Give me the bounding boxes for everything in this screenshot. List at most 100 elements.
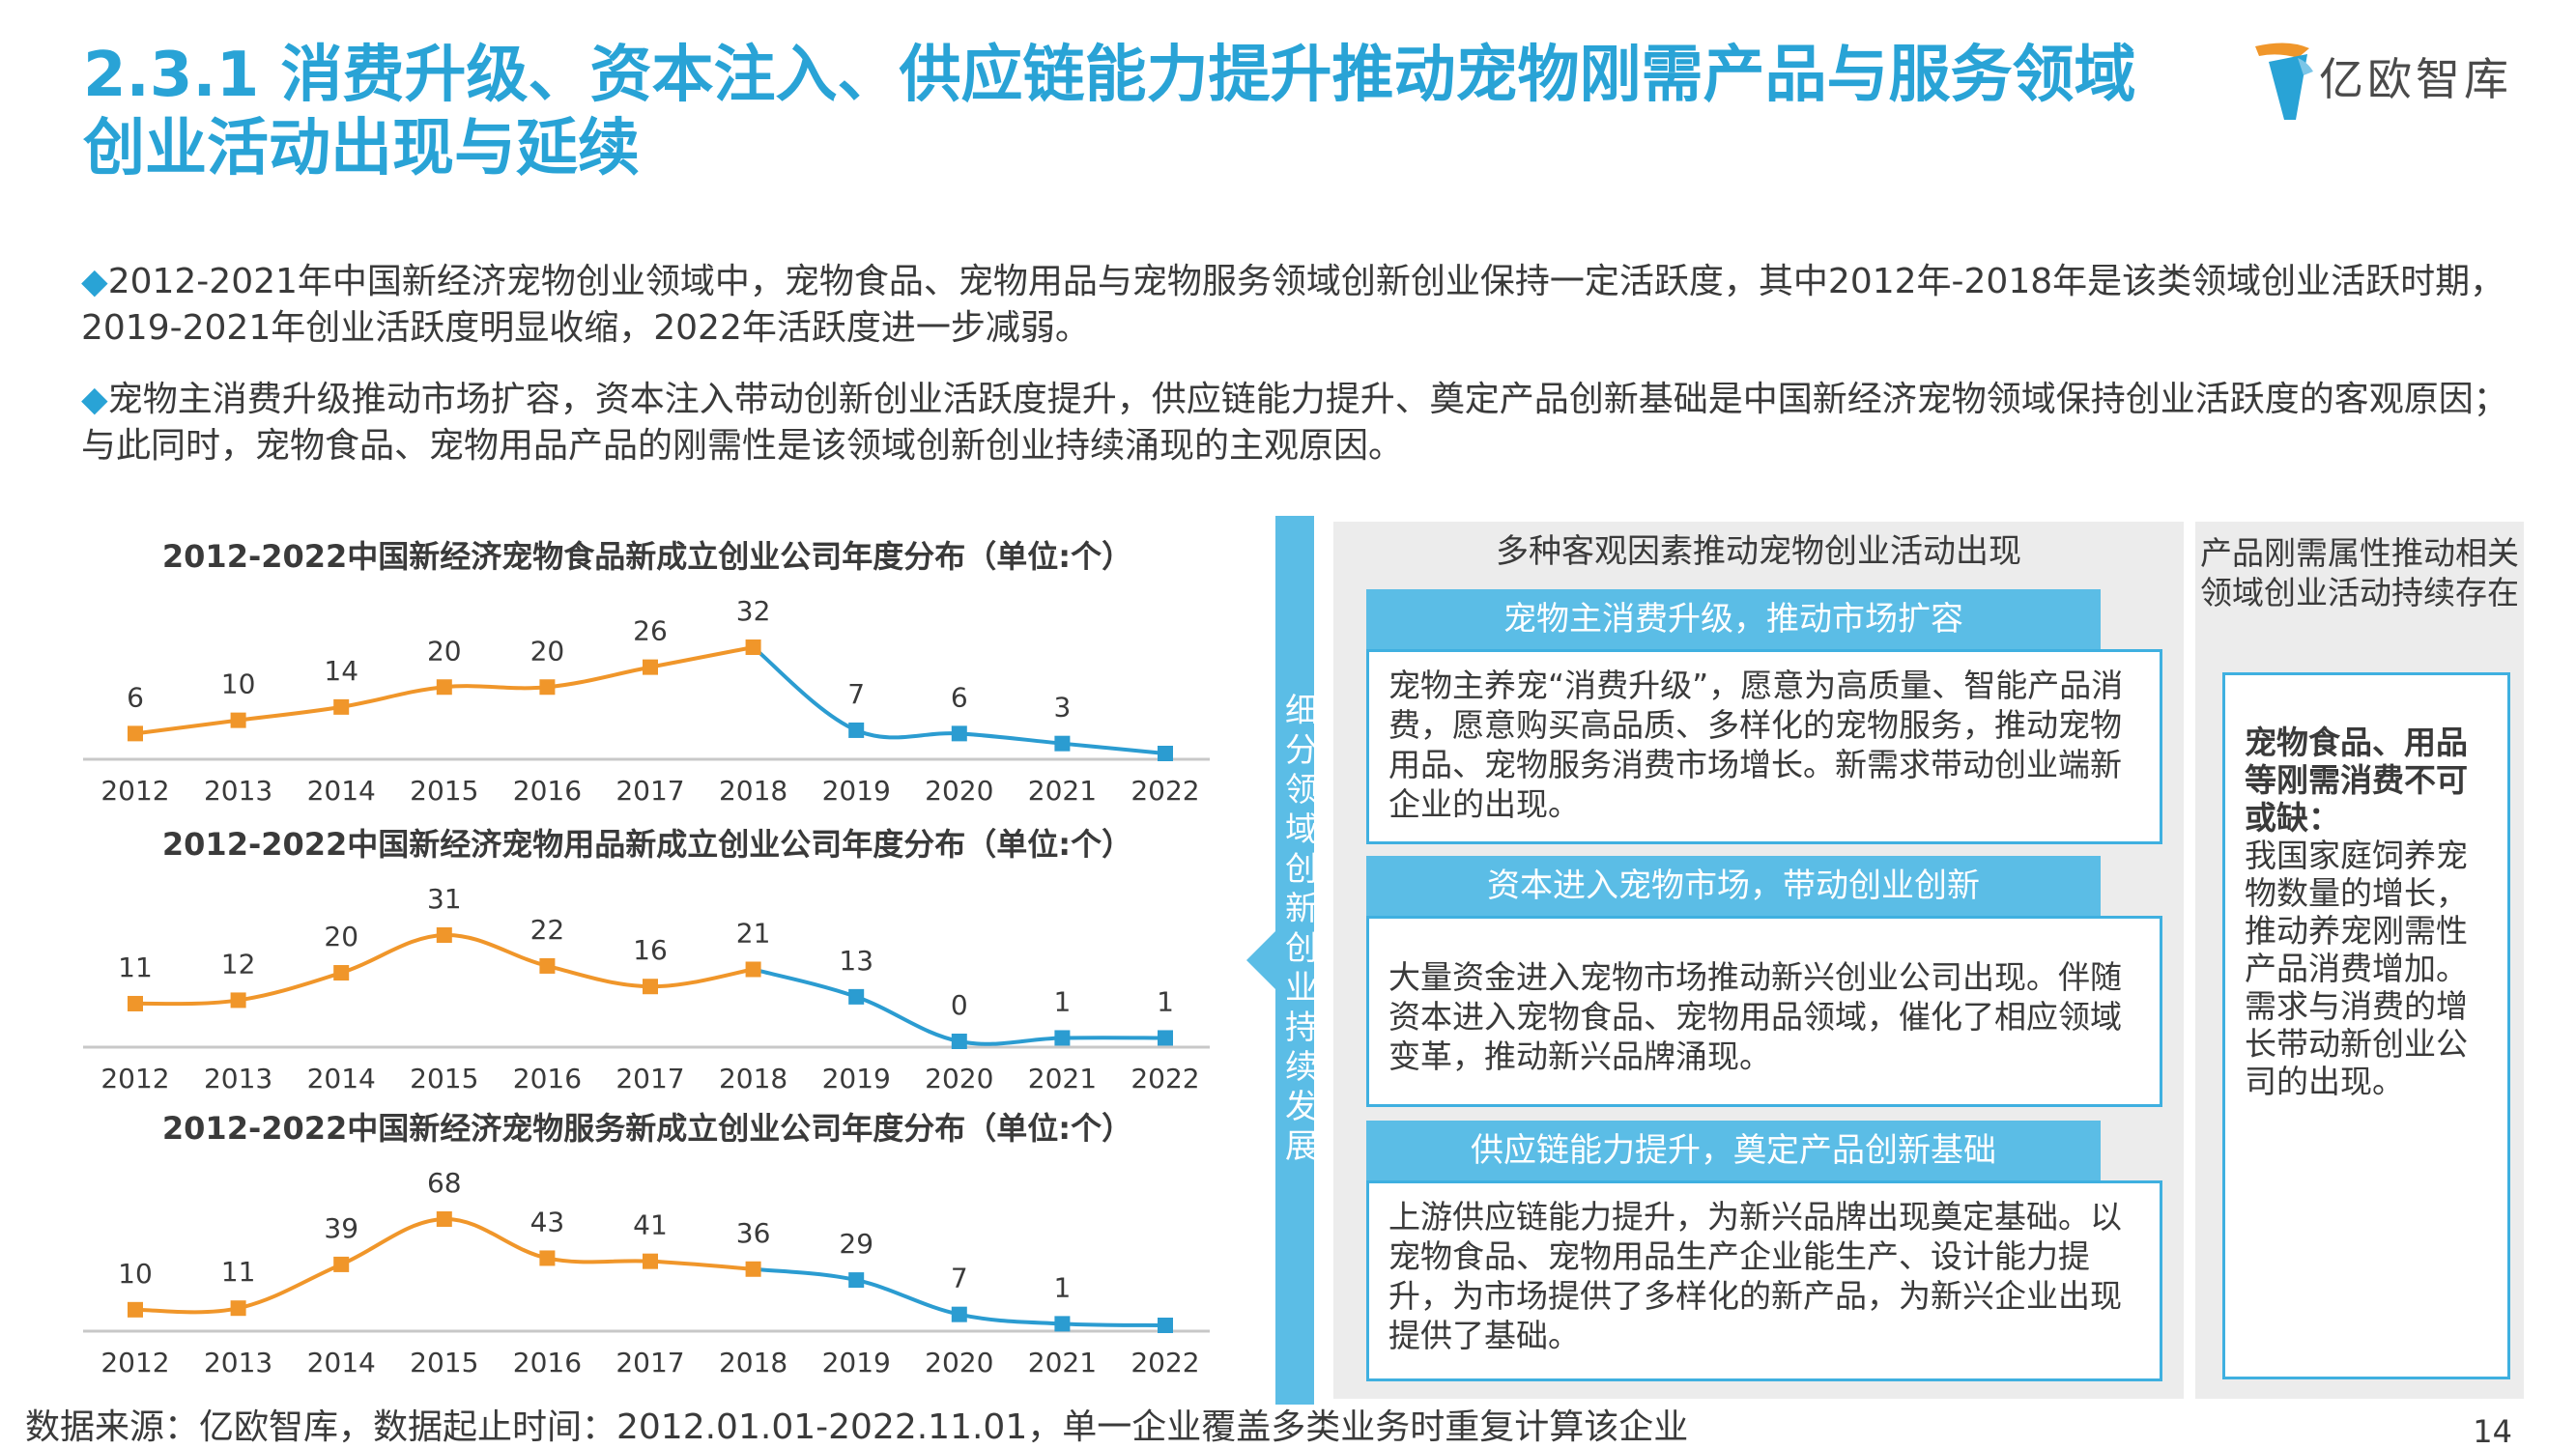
x-tick-label: 2016 xyxy=(513,1347,582,1378)
data-point xyxy=(539,1250,556,1266)
data-point xyxy=(1158,1030,1173,1046)
x-tick-label: 2015 xyxy=(410,1063,478,1094)
data-label: 36 xyxy=(736,1217,771,1249)
factor-2-tab: 资本进入宠物市场，带动创业创新 xyxy=(1366,856,2101,916)
bullet-1: ◆2012-2021年中国新经济宠物创业领域中，宠物食品、宠物用品与宠物服务领域… xyxy=(81,259,2516,352)
factor-1-box: 宠物主养宠“消费升级”，愿意为高质量、智能产品消费，愿意购买高品质、多样化的宠物… xyxy=(1366,649,2162,844)
x-tick-label: 2020 xyxy=(925,1063,993,1094)
x-tick-label: 2022 xyxy=(1131,775,1199,807)
data-point xyxy=(848,988,865,1005)
data-label: 20 xyxy=(427,635,462,667)
data-point xyxy=(951,1306,967,1322)
data-label: 68 xyxy=(427,1167,462,1199)
data-point xyxy=(745,639,761,655)
data-label: 11 xyxy=(221,1256,256,1288)
x-tick-label: 2014 xyxy=(307,1063,376,1094)
data-point xyxy=(848,1272,865,1289)
data-label: 43 xyxy=(530,1206,565,1237)
x-tick-label: 2016 xyxy=(513,775,582,807)
x-tick-label: 2013 xyxy=(204,1347,272,1378)
data-point xyxy=(1158,746,1173,761)
chart-pet-food: 6 2012 10 2013 14 2014 20 2015 20 2016 26 2017 32 201… xyxy=(83,595,1210,807)
data-point xyxy=(436,1211,452,1227)
x-tick-label: 2022 xyxy=(1131,1063,1199,1094)
data-point xyxy=(1054,735,1071,752)
x-tick-label: 2016 xyxy=(513,1063,582,1094)
x-tick-label: 2021 xyxy=(1028,1347,1097,1378)
data-label: 3 xyxy=(1053,692,1071,724)
x-tick-label: 2019 xyxy=(822,1347,891,1378)
data-source: 数据来源：亿欧智库，数据起止时间：2012.01.01-2022.11.01，单… xyxy=(25,1407,1689,1447)
factor-3-tab: 供应链能力提升，奠定产品创新基础 xyxy=(1366,1121,2101,1180)
data-label: 14 xyxy=(324,655,358,687)
x-tick-label: 2018 xyxy=(719,1347,787,1378)
data-point xyxy=(745,961,761,978)
data-point xyxy=(539,957,556,974)
arrow-band xyxy=(1246,516,1314,1405)
x-tick-label: 2019 xyxy=(822,1063,891,1094)
objective-factors-heading: 多种客观因素推动宠物创业活动出现 xyxy=(1496,532,2021,571)
bullet-1-text: 2012-2021年中国新经济宠物创业领域中，宠物食品、宠物用品与宠物服务领域创… xyxy=(81,262,2505,348)
data-point xyxy=(128,1301,143,1318)
diamond-icon: ◆ xyxy=(81,380,108,419)
x-tick-label: 2020 xyxy=(925,775,993,807)
data-point xyxy=(1054,1316,1071,1332)
yiou-logo-icon xyxy=(2255,43,2313,120)
x-tick-label: 2013 xyxy=(204,1063,272,1094)
data-label: 1 xyxy=(1053,985,1071,1017)
page-title: 2.3.1 消费升级、资本注入、供应链能力提升推动宠物刚需产品与服务领域创业活动… xyxy=(83,40,2136,185)
chart-pet-services: 10 2012 11 2013 39 2014 68 2015 43 2016 41 2017 36 20… xyxy=(83,1167,1210,1378)
bullet-2: ◆宠物主消费升级推动市场扩容，资本注入带动创新创业活跃度提升，供应链能力提升、奠… xyxy=(81,377,2516,469)
data-label: 41 xyxy=(633,1209,668,1241)
data-point xyxy=(643,979,658,995)
demand-text: 我国家庭饲养宠物数量的增长，推动养宠刚需性产品消费增加。需求与消费的增长带动新创… xyxy=(2245,837,2468,1100)
data-label: 20 xyxy=(324,921,358,952)
data-label: 39 xyxy=(324,1212,358,1244)
data-label: 32 xyxy=(736,595,771,627)
data-label: 16 xyxy=(633,934,668,966)
chart-2-title: 2012-2022中国新经济宠物用品新成立创业公司年度分布（单位:个） xyxy=(161,826,1133,863)
data-point xyxy=(643,659,658,675)
x-tick-label: 2020 xyxy=(925,1347,993,1378)
x-tick-label: 2014 xyxy=(307,1347,376,1378)
demand-heading: 产品刚需属性推动相关领域创业活动持续存在 xyxy=(2200,534,2519,611)
x-tick-label: 2021 xyxy=(1028,1063,1097,1094)
data-label: 13 xyxy=(839,945,873,977)
x-tick-label: 2012 xyxy=(100,1347,169,1378)
data-label: 10 xyxy=(118,1258,153,1290)
data-point xyxy=(333,965,350,981)
data-label: 0 xyxy=(951,989,968,1021)
data-label: 7 xyxy=(951,1263,968,1294)
logo-text: 亿欧智库 xyxy=(2319,53,2512,105)
band-label: 细分领域创新创业持续发展 xyxy=(1285,692,1318,1166)
demand-box: 宠物食品、用品等刚需消费不可或缺： 我国家庭饲养宠物数量的增长，推动养宠刚需性产… xyxy=(2222,672,2510,1379)
x-tick-label: 2017 xyxy=(615,1347,684,1378)
data-label: 20 xyxy=(530,635,565,667)
data-point xyxy=(951,1034,967,1049)
data-label: 7 xyxy=(847,678,865,710)
x-tick-label: 2014 xyxy=(307,775,376,807)
data-point xyxy=(128,995,143,1011)
data-label: 26 xyxy=(633,615,668,647)
bullet-2-text: 宠物主消费升级推动市场扩容，资本注入带动创新创业活跃度提升，供应链能力提升、奠定… xyxy=(81,380,2508,466)
factor-1-tab: 宠物主消费升级，推动市场扩容 xyxy=(1366,589,2101,649)
factor-2-box: 大量资金进入宠物市场推动新兴创业公司出现。伴随资本进入宠物食品、宠物用品领域，催… xyxy=(1366,916,2162,1107)
x-tick-label: 2012 xyxy=(100,775,169,807)
data-label: 31 xyxy=(427,883,462,915)
data-point xyxy=(1054,1030,1071,1046)
x-tick-label: 2012 xyxy=(100,1063,169,1094)
data-label: 11 xyxy=(118,952,153,983)
data-point xyxy=(230,712,246,728)
data-point xyxy=(745,1261,761,1277)
data-label: 12 xyxy=(221,948,256,980)
data-label: 29 xyxy=(839,1228,873,1260)
factor-3-box: 上游供应链能力提升，为新兴品牌出现奠定基础。以宠物食品、宠物用品生产企业能生产、… xyxy=(1366,1180,2162,1381)
data-label: 22 xyxy=(530,914,565,946)
data-point xyxy=(436,679,452,696)
diamond-icon: ◆ xyxy=(81,262,108,301)
x-tick-label: 2015 xyxy=(410,775,478,807)
x-tick-label: 2022 xyxy=(1131,1347,1199,1378)
data-label: 1 xyxy=(1157,985,1174,1017)
chart-3-title: 2012-2022中国新经济宠物服务新成立创业公司年度分布（单位:个） xyxy=(161,1110,1133,1147)
data-point xyxy=(643,1253,658,1269)
